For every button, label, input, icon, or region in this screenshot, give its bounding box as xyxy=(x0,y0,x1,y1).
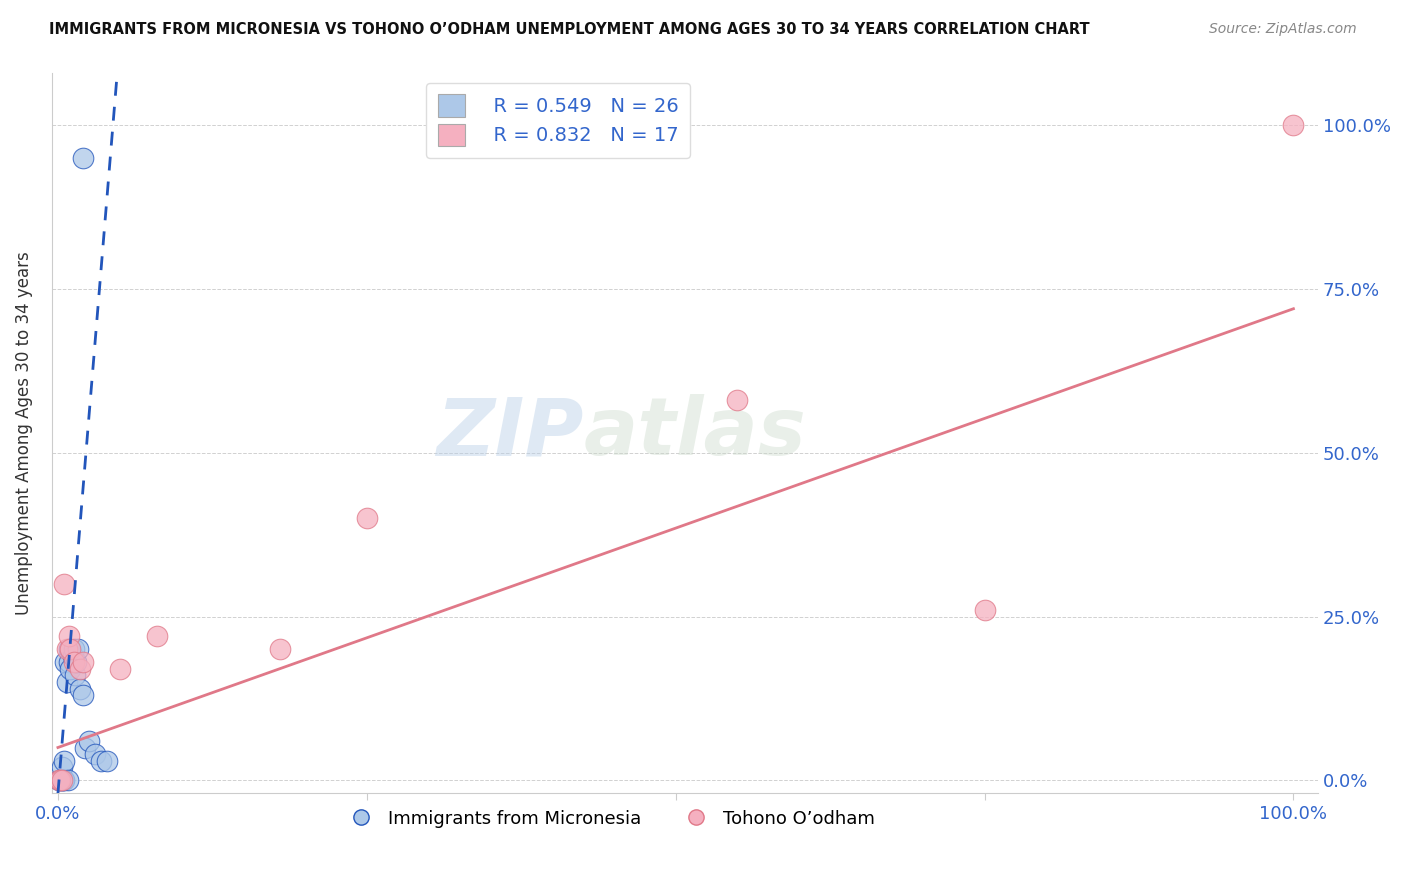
Point xyxy=(96,754,118,768)
Point xyxy=(51,773,73,788)
Point xyxy=(56,773,79,788)
Point xyxy=(55,642,77,657)
Point xyxy=(65,668,87,682)
Point xyxy=(49,773,72,788)
Point xyxy=(66,642,89,657)
Point xyxy=(48,773,70,788)
Point xyxy=(63,656,86,670)
Point xyxy=(53,754,76,768)
Point xyxy=(49,773,72,788)
Point xyxy=(72,688,94,702)
Text: Source: ZipAtlas.com: Source: ZipAtlas.com xyxy=(1209,22,1357,37)
Y-axis label: Unemployment Among Ages 30 to 34 years: Unemployment Among Ages 30 to 34 years xyxy=(15,252,32,615)
Point xyxy=(1282,119,1305,133)
Point xyxy=(59,642,82,657)
Point xyxy=(90,754,112,768)
Point xyxy=(59,662,82,676)
Point xyxy=(727,393,749,408)
Legend: Immigrants from Micronesia, Tohono O’odham: Immigrants from Micronesia, Tohono O’odh… xyxy=(336,802,882,835)
Point xyxy=(58,656,80,670)
Point xyxy=(58,629,80,643)
Point xyxy=(51,760,73,774)
Point xyxy=(58,642,80,657)
Text: IMMIGRANTS FROM MICRONESIA VS TOHONO O’ODHAM UNEMPLOYMENT AMONG AGES 30 TO 34 YE: IMMIGRANTS FROM MICRONESIA VS TOHONO O’O… xyxy=(49,22,1090,37)
Point xyxy=(51,773,73,788)
Point xyxy=(69,681,91,696)
Point xyxy=(356,511,378,525)
Point xyxy=(52,773,75,788)
Point xyxy=(75,740,97,755)
Point xyxy=(62,648,84,663)
Point xyxy=(63,642,86,657)
Point xyxy=(53,576,76,591)
Point xyxy=(48,773,70,788)
Point xyxy=(65,656,87,670)
Point xyxy=(53,773,76,788)
Point xyxy=(973,603,995,617)
Point xyxy=(72,656,94,670)
Point xyxy=(69,662,91,676)
Point xyxy=(53,656,76,670)
Point xyxy=(269,642,291,657)
Text: atlas: atlas xyxy=(583,394,807,472)
Point xyxy=(72,151,94,165)
Point xyxy=(55,675,77,690)
Point xyxy=(77,734,100,748)
Point xyxy=(84,747,107,761)
Point xyxy=(108,662,131,676)
Point xyxy=(145,629,167,643)
Text: ZIP: ZIP xyxy=(436,394,583,472)
